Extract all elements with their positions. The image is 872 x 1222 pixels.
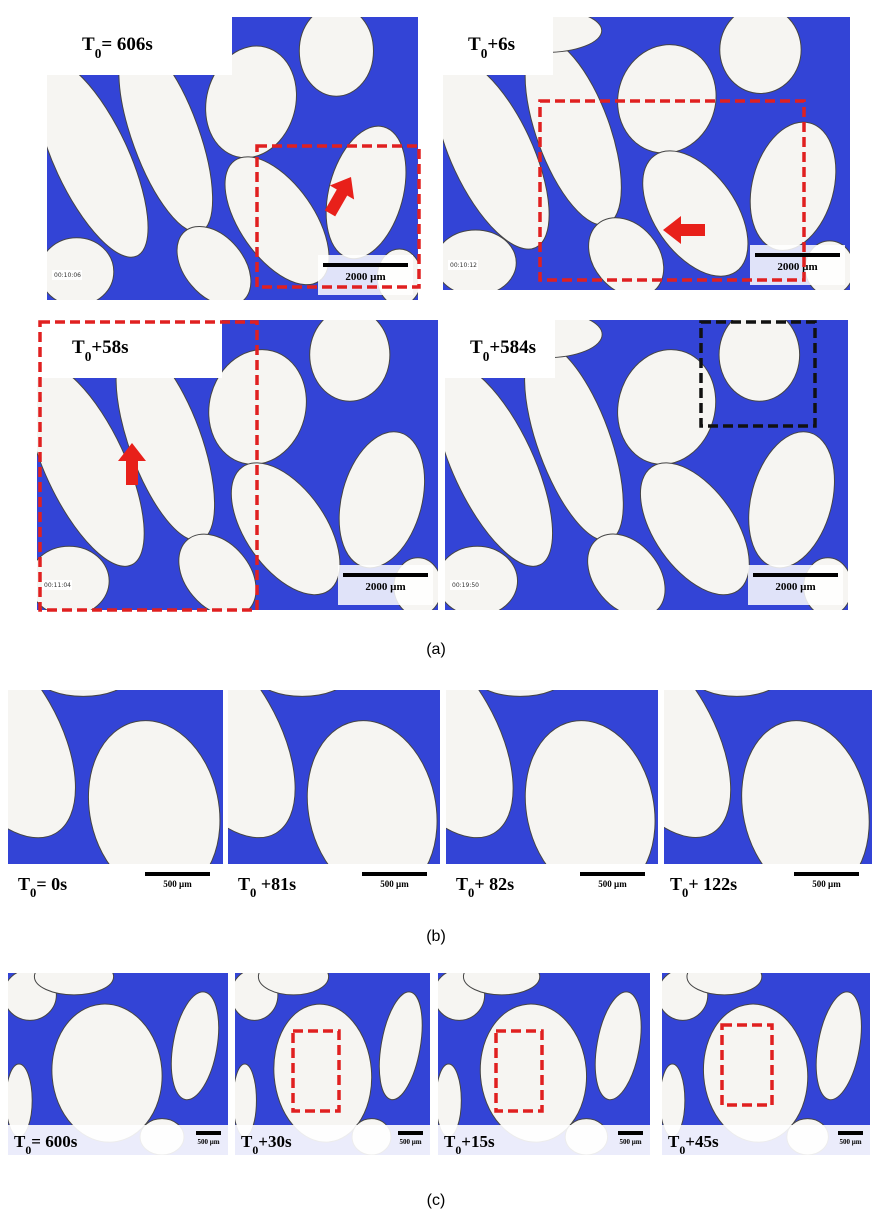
grain	[299, 6, 373, 97]
scale-label: 500 µm	[619, 1138, 641, 1146]
label-base: T	[82, 34, 95, 55]
figure: (a) (b) (c) T0= 606s00:10:062000 µmT0+6s…	[0, 0, 872, 1222]
scale-label: 500 µm	[598, 879, 627, 889]
grain	[34, 958, 113, 994]
label-rest: + 122s	[688, 874, 737, 894]
micrograph	[0, 601, 236, 909]
scale-label: 2000 µm	[365, 581, 405, 593]
label-bg	[37, 320, 222, 378]
label-base: T	[14, 1132, 26, 1151]
label-rest: = 600s	[31, 1132, 77, 1151]
scale-label: 500 µm	[163, 879, 192, 889]
label-rest: + 82s	[474, 874, 514, 894]
label-base: T	[18, 874, 30, 894]
scale-label: 500 µm	[197, 1138, 219, 1146]
grain	[260, 662, 345, 696]
label-rest: +81s	[256, 874, 296, 894]
timestamp: 00:10:12	[450, 262, 477, 269]
label-rest: = 606s	[101, 34, 152, 55]
label-rest: +45s	[685, 1132, 719, 1151]
grain	[478, 662, 563, 696]
label-rest: +6s	[487, 34, 515, 55]
grain	[720, 6, 801, 93]
label-rest: +15s	[461, 1132, 495, 1151]
scale-label: 2000 µm	[775, 581, 815, 593]
timestamp: 00:11:04	[44, 582, 71, 589]
caption-b: (b)	[426, 928, 446, 945]
label-base: T	[470, 337, 483, 358]
caption-a: (a)	[426, 641, 446, 658]
scale-label: 500 µm	[812, 879, 841, 889]
scale-label: 2000 µm	[345, 271, 385, 283]
label-base: T	[444, 1132, 456, 1151]
grain	[695, 662, 778, 696]
scale-label: 500 µm	[380, 879, 409, 889]
grain	[687, 958, 762, 994]
label-base: T	[468, 34, 481, 55]
grain	[463, 958, 539, 994]
label-rest: = 0s	[36, 874, 67, 894]
timestamp: 00:10:06	[54, 272, 81, 279]
label-rest: +30s	[258, 1132, 292, 1151]
grain	[310, 308, 390, 401]
timestamp: 00:19:50	[452, 582, 479, 589]
label-base: T	[670, 874, 682, 894]
grain	[258, 958, 328, 994]
label-base: T	[668, 1132, 680, 1151]
caption-c: (c)	[427, 1192, 446, 1209]
label-base: T	[72, 337, 85, 358]
label-base: T	[238, 874, 250, 894]
scale-label: 500 µm	[839, 1138, 861, 1146]
grain	[40, 662, 126, 696]
label-base: T	[456, 874, 468, 894]
label-rest: +584s	[489, 337, 536, 358]
scale-label: 500 µm	[399, 1138, 421, 1146]
scale-label: 2000 µm	[777, 261, 817, 273]
label-rest: +58s	[91, 337, 128, 358]
label-base: T	[241, 1132, 253, 1151]
